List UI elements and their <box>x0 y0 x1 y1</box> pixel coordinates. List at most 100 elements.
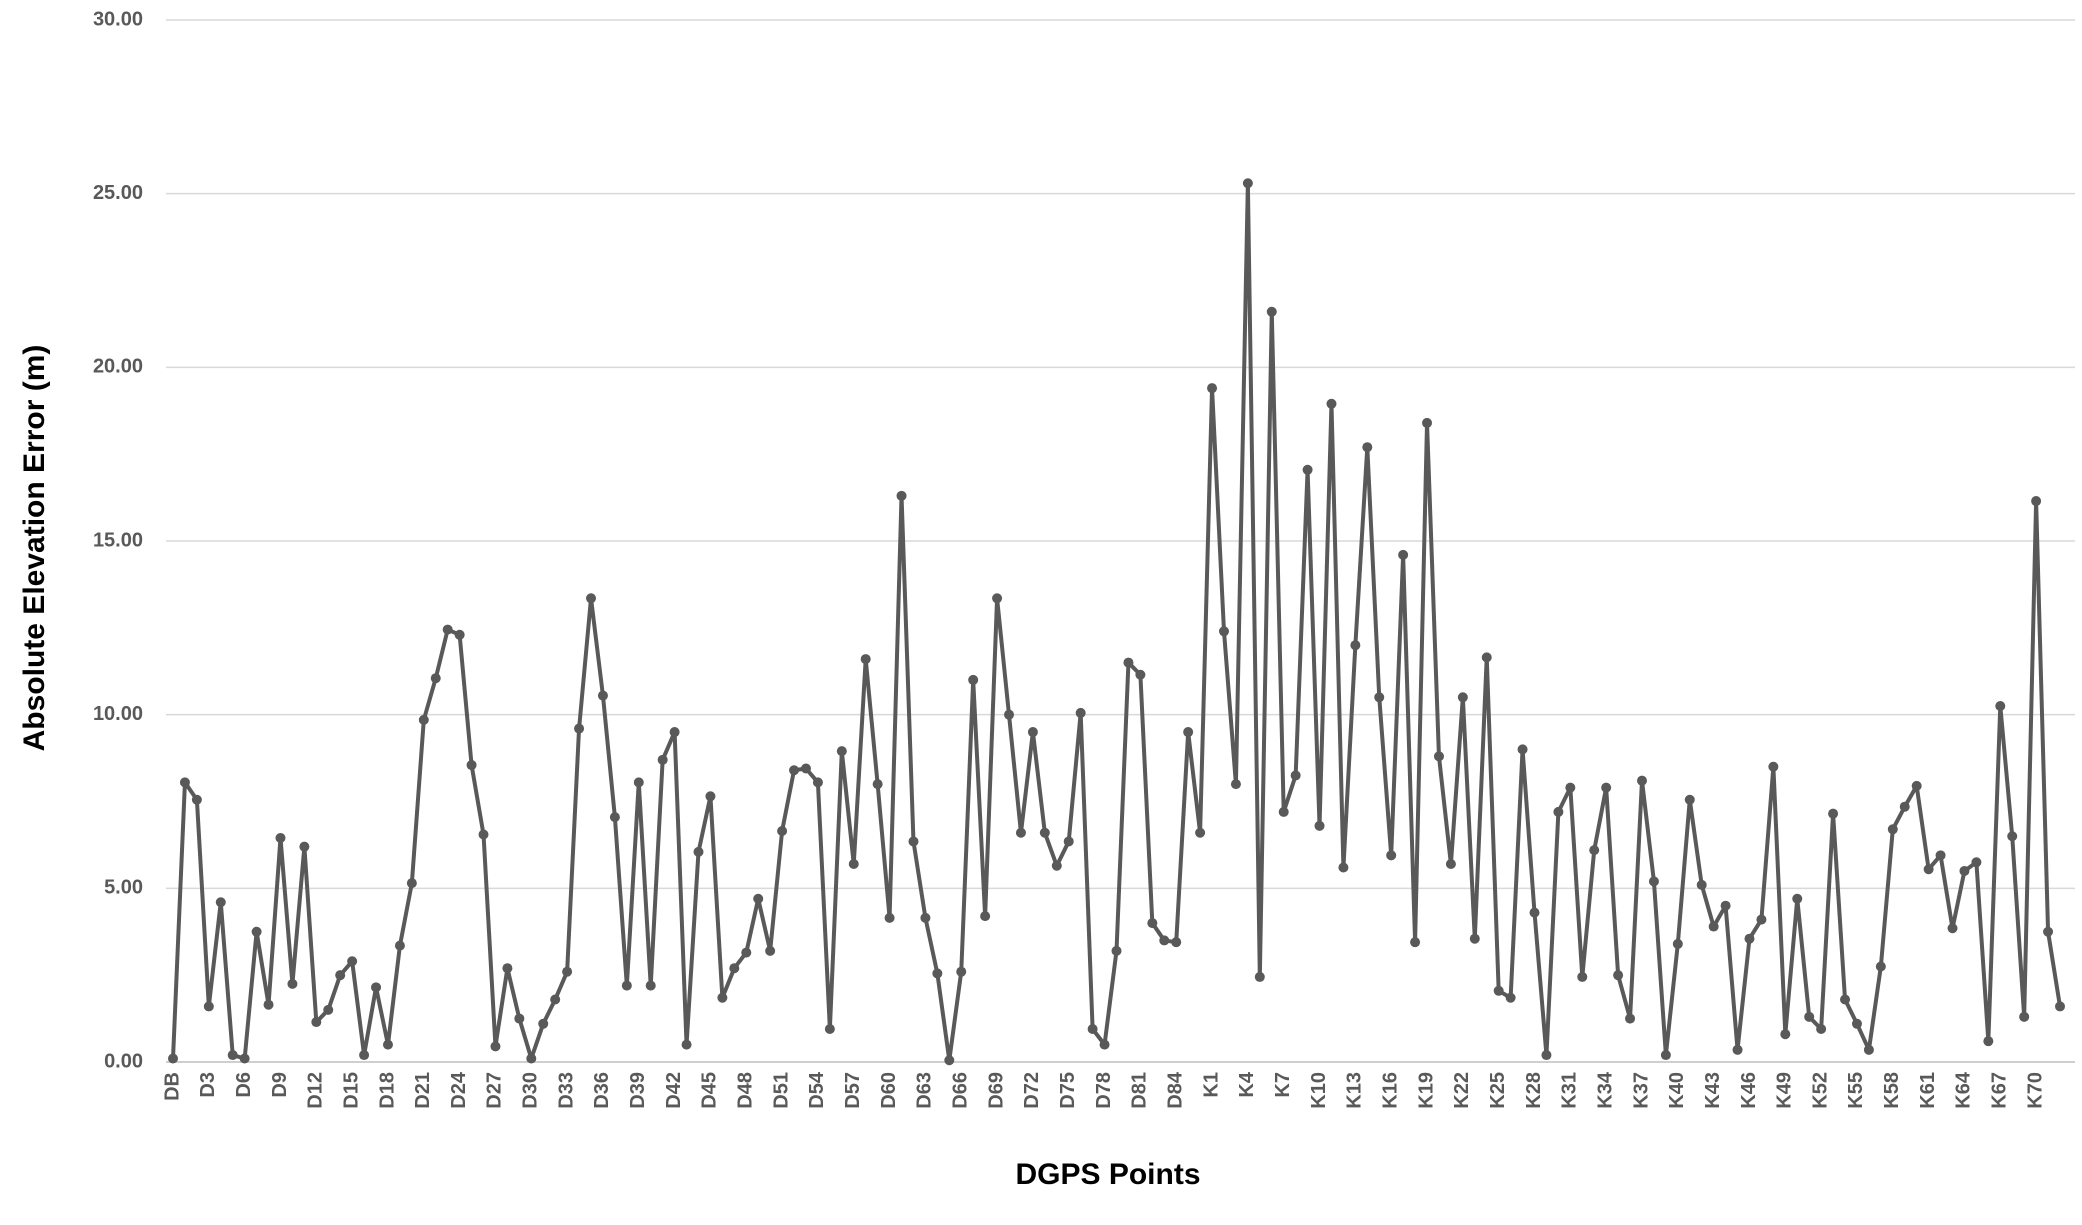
data-point <box>1577 971 1588 982</box>
data-point <box>335 970 346 981</box>
data-point <box>1589 845 1600 856</box>
x-tick-label: K25 <box>1487 1072 1509 1109</box>
y-tick-label: 25.00 <box>93 182 143 204</box>
data-point <box>1183 727 1194 738</box>
x-tick-label: K52 <box>1809 1072 1831 1109</box>
data-point <box>1983 1036 1994 1047</box>
data-point <box>371 982 382 993</box>
x-tick-label: K40 <box>1666 1072 1688 1109</box>
x-tick-label: K58 <box>1881 1072 1903 1109</box>
data-line <box>171 181 2062 1063</box>
data-point <box>1422 417 1433 428</box>
x-tick-label: D39 <box>627 1072 649 1109</box>
data-point <box>1207 383 1218 394</box>
data-point <box>1959 865 1970 876</box>
data-point <box>765 945 776 956</box>
data-point <box>263 999 274 1010</box>
data-point <box>836 746 847 757</box>
data-point <box>502 963 513 974</box>
data-point <box>1230 779 1241 790</box>
data-point <box>562 966 573 977</box>
data-point <box>2055 1001 2065 1012</box>
data-point <box>944 1055 955 1066</box>
x-tick-label: D30 <box>520 1072 542 1109</box>
x-tick-label: D81 <box>1129 1072 1151 1109</box>
data-point <box>645 980 656 991</box>
data-point <box>251 926 262 937</box>
x-tick-label: K19 <box>1415 1072 1437 1109</box>
data-point <box>1684 794 1695 805</box>
data-point <box>2031 496 2042 507</box>
x-tick-label: D18 <box>376 1072 398 1109</box>
x-tick-label: D15 <box>340 1072 362 1109</box>
data-point <box>1696 879 1707 890</box>
data-point <box>1278 806 1289 817</box>
data-point <box>1840 994 1851 1005</box>
data-point <box>311 1017 322 1028</box>
data-point <box>1039 827 1050 838</box>
data-point <box>1971 857 1982 868</box>
data-point <box>466 760 477 771</box>
x-tick-label: K49 <box>1774 1072 1796 1109</box>
data-point <box>1660 1050 1671 1061</box>
data-point <box>550 994 561 1005</box>
data-point <box>275 832 286 843</box>
data-point <box>1445 859 1456 870</box>
x-tick-label: D21 <box>412 1072 434 1109</box>
data-point <box>1195 827 1206 838</box>
data-point <box>1254 971 1265 982</box>
data-point <box>1947 923 1958 934</box>
data-point <box>1541 1050 1552 1061</box>
data-point <box>478 829 489 840</box>
data-point <box>1087 1024 1098 1035</box>
data-point <box>860 654 871 665</box>
x-tick-label: D36 <box>591 1072 613 1109</box>
x-tick-label: K37 <box>1630 1072 1652 1109</box>
x-tick-label: K34 <box>1594 1071 1616 1109</box>
data-point <box>323 1004 334 1015</box>
x-tick-label: K67 <box>1989 1072 2011 1109</box>
data-point <box>1565 782 1576 793</box>
data-point <box>872 779 883 790</box>
data-point <box>179 777 190 788</box>
data-point <box>908 836 919 847</box>
data-point <box>168 1053 178 1064</box>
x-tick-label: K64 <box>1953 1071 1975 1109</box>
data-point <box>777 826 788 837</box>
data-point <box>1529 907 1540 918</box>
data-point <box>1350 640 1361 651</box>
x-tick-label: D57 <box>842 1072 864 1109</box>
y-tick-label: 0.00 <box>104 1050 143 1072</box>
data-point <box>884 912 895 923</box>
data-point <box>968 674 979 685</box>
data-point <box>621 980 632 991</box>
data-point <box>514 1013 525 1024</box>
x-tick-label: K22 <box>1451 1072 1473 1109</box>
data-point <box>1338 862 1349 873</box>
data-point <box>1923 864 1934 875</box>
x-tick-label: D60 <box>878 1072 900 1109</box>
data-point <box>1863 1044 1874 1055</box>
x-tick-label: D66 <box>950 1072 972 1109</box>
data-point <box>1266 306 1277 317</box>
data-point <box>1326 398 1337 409</box>
data-point <box>1015 827 1026 838</box>
data-point <box>1828 808 1839 819</box>
data-point <box>1505 992 1516 1003</box>
data-point <box>1768 761 1779 772</box>
data-point <box>1135 669 1146 680</box>
data-point <box>824 1024 835 1035</box>
x-tick-label: D45 <box>699 1072 721 1109</box>
data-point <box>442 624 453 635</box>
data-point <box>1553 806 1564 817</box>
y-tick-label: 15.00 <box>93 529 143 551</box>
data-point <box>1720 900 1731 911</box>
data-point <box>1517 744 1528 755</box>
data-point <box>1780 1029 1791 1040</box>
data-point <box>669 727 680 738</box>
data-point <box>1433 751 1444 762</box>
x-tick-label: K43 <box>1702 1072 1724 1109</box>
y-tick-label: 20.00 <box>93 356 143 378</box>
data-point <box>1792 893 1803 904</box>
